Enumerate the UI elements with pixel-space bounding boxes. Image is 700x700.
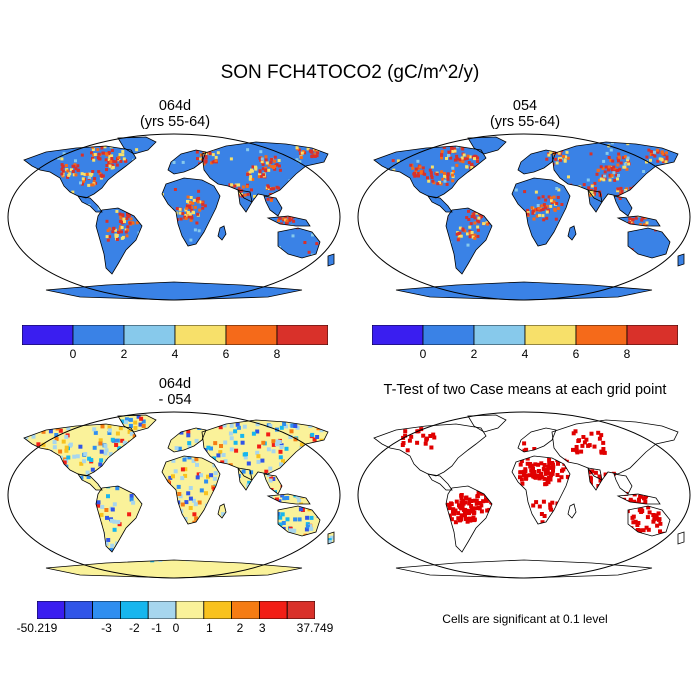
- colorbar-swatch: [524, 325, 577, 345]
- colorbar-case1: [22, 325, 328, 345]
- map-frame: [357, 411, 691, 579]
- map-frame: [7, 411, 341, 579]
- panel-title-case2: 054 (yrs 55-64): [425, 98, 625, 130]
- map-ocean: [358, 412, 690, 578]
- panel-title-case1: 064d (yrs 55-64): [75, 98, 275, 130]
- map-frame: [357, 133, 691, 301]
- colorbar-case2: [372, 325, 678, 345]
- panel-title-case2-line2: (yrs 55-64): [489, 114, 561, 130]
- map-case2: [357, 133, 691, 301]
- panel-title-case1-line1: 064d: [158, 98, 192, 114]
- colorbar-tick-label: 6: [572, 347, 580, 361]
- map-coastlines: [373, 414, 685, 579]
- panel-title-case2-line1: 054: [512, 98, 538, 114]
- colorbar-tick-label: -3: [101, 621, 112, 635]
- colorbar-tick-label: 8: [623, 347, 631, 361]
- colorbar-swatch: [258, 601, 288, 619]
- colorbar-tick-label: 1: [206, 621, 213, 635]
- colorbar-tick-label: 2: [120, 347, 128, 361]
- colorbar-tick-label: -2: [128, 621, 140, 635]
- colorbar-swatch: [203, 601, 233, 619]
- colorbar-swatch: [231, 601, 260, 619]
- colorbar-tick-label: 2: [470, 347, 478, 361]
- colorbar-tick-label: -50.219: [16, 621, 58, 635]
- colorbar-swatch: [372, 325, 424, 345]
- colorbar-swatch: [575, 325, 628, 345]
- colorbar-swatch: [147, 601, 177, 619]
- panel-title-ttest: T-Test of two Case means at each grid po…: [383, 382, 667, 398]
- colorbar-tick-label: -1: [151, 621, 162, 635]
- colorbar-swatch: [92, 601, 121, 619]
- colorbar-case1-labels: 0 2 4 6 8: [22, 347, 328, 363]
- colorbar-swatch: [64, 601, 93, 619]
- colorbar-swatch: [72, 325, 125, 345]
- colorbar-diff: [37, 601, 315, 619]
- colorbar-swatch: [120, 601, 149, 619]
- colorbar-swatch: [422, 325, 475, 345]
- colorbar-tick-label: 4: [521, 347, 529, 361]
- colorbar-swatch: [286, 601, 315, 619]
- colorbar-tick-label: 0: [172, 621, 180, 635]
- colorbar-tick-label: 2: [236, 621, 244, 635]
- colorbar-swatch: [123, 325, 176, 345]
- colorbar-swatch: [473, 325, 526, 345]
- map-coastlines: [23, 414, 335, 579]
- colorbar-swatch: [22, 325, 74, 345]
- colorbar-tick-label: 4: [171, 347, 179, 361]
- colorbar-diff-labels: -50.219 -3 -2 -1 0 1 2 3 37.749: [17, 621, 334, 637]
- map-diff: [7, 411, 341, 579]
- map-frame: [7, 133, 341, 301]
- colorbar-tick-label: 37.749: [296, 621, 334, 635]
- panel-title-diff: 064d - 054: [75, 376, 275, 408]
- colorbar-swatch: [225, 325, 278, 345]
- map-coastlines: [373, 136, 685, 301]
- map-coastlines: [23, 136, 335, 301]
- colorbar-swatch: [174, 325, 227, 345]
- colorbar-swatch: [175, 601, 205, 619]
- panel-title-case1-line2: (yrs 55-64): [139, 114, 211, 130]
- colorbar-swatch: [626, 325, 678, 345]
- colorbar-tick-label: 8: [273, 347, 281, 361]
- colorbar-swatch: [276, 325, 328, 345]
- panel-title-diff-line1: 064d: [158, 376, 192, 392]
- colorbar-tick-label: 6: [222, 347, 230, 361]
- colorbar-tick-label: 3: [258, 621, 266, 635]
- map-case1: [7, 133, 341, 301]
- colorbar-case2-labels: 0 2 4 6 8: [372, 347, 678, 363]
- ttest-note: Cells are significant at 0.1 level: [442, 612, 608, 626]
- colorbar-swatch: [37, 601, 66, 619]
- figure-title: SON FCH4TOCO2 (gC/m^2/y): [220, 62, 480, 83]
- map-ttest: [357, 411, 691, 579]
- colorbar-tick-label: 0: [419, 347, 427, 361]
- colorbar-tick-label: 0: [69, 347, 77, 361]
- panel-title-diff-line2: - 054: [158, 392, 192, 408]
